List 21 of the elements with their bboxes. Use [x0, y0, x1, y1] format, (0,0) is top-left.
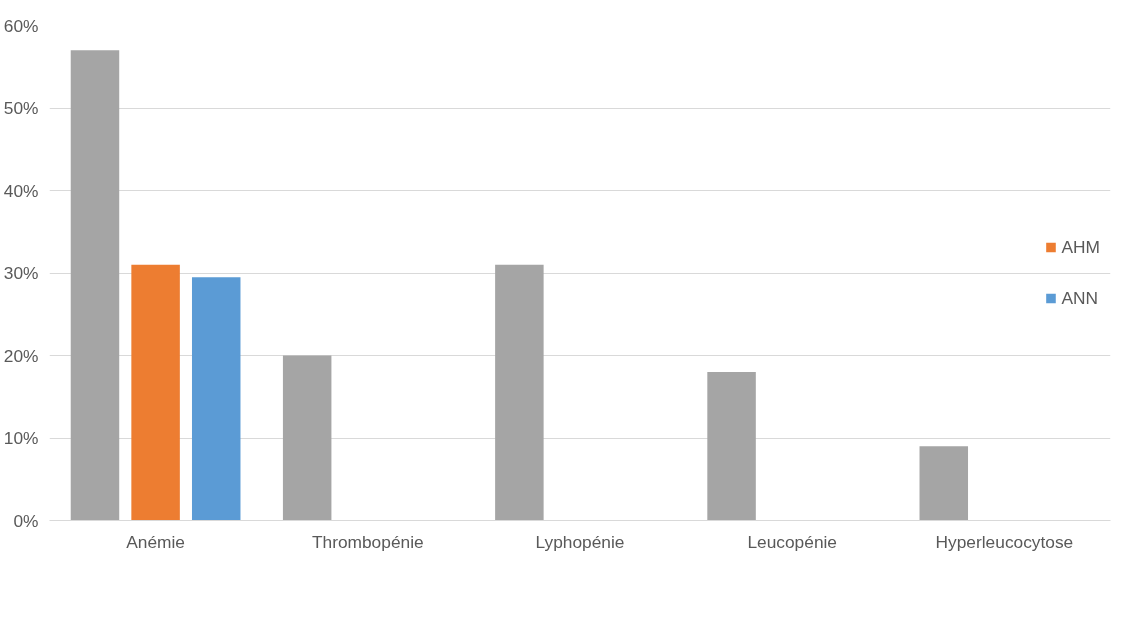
y-tick-label: 40%: [3, 180, 39, 201]
x-tick-label: Thrombopénie: [311, 531, 424, 552]
y-tick-label: 20%: [3, 345, 39, 366]
x-tick-label: Hyperleucocytose: [935, 531, 1074, 552]
bar: [70, 50, 120, 521]
bar: [495, 264, 544, 521]
x-tick-label: Leucopénie: [747, 531, 838, 552]
legend-label: ANN: [1061, 287, 1099, 309]
y-tick-label: 10%: [3, 428, 39, 448]
y-tick-label: 0%: [13, 510, 39, 531]
y-tick-label: 60%: [3, 15, 39, 36]
bar: [919, 446, 969, 521]
y-tick-label: 30%: [3, 263, 39, 283]
x-tick-label: Lyphopénie: [535, 531, 625, 552]
y-tick-label: 50%: [3, 98, 39, 118]
bar: [131, 264, 180, 521]
bar: [191, 277, 241, 521]
bar: [282, 355, 332, 521]
x-tick-label: Anémie: [126, 531, 185, 552]
legend-label: AHM: [1061, 236, 1100, 258]
bar: [707, 372, 756, 521]
